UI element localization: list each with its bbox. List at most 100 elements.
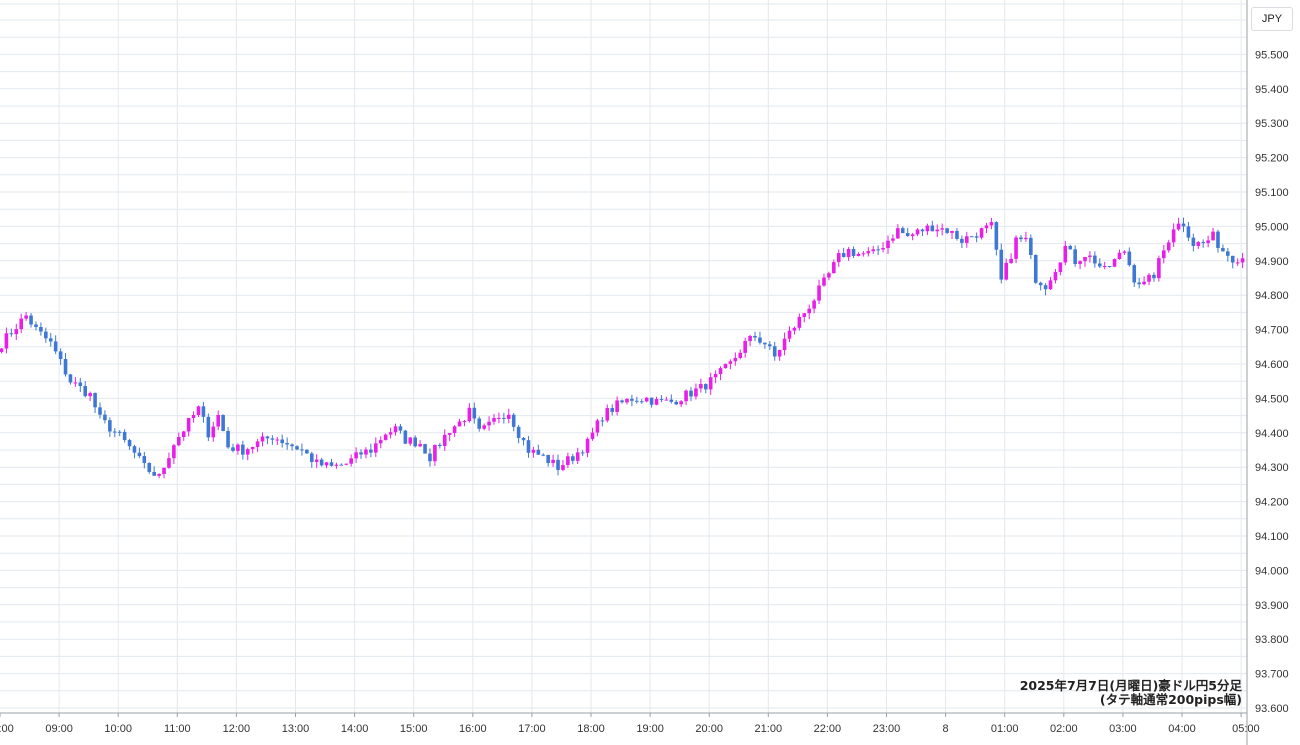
candle-body (556, 459, 560, 470)
price-tick-label: 94.800 (1255, 290, 1289, 302)
candle-body (457, 421, 462, 427)
time-tick-label: 8 (943, 723, 949, 735)
candle-body (122, 431, 127, 441)
candle-body (506, 414, 511, 419)
price-tick-label: 93.700 (1255, 669, 1289, 681)
candle-body (950, 230, 954, 233)
candle-body (615, 400, 619, 412)
candle-body (319, 459, 324, 466)
candle-body (1181, 223, 1186, 227)
candle-body (73, 382, 78, 384)
candle-body (137, 452, 142, 457)
candle-body (206, 416, 211, 438)
caption-line-1: 2025年7月7日(月曜日)豪ドル円5分足 (1019, 678, 1242, 693)
price-tick-label: 94.600 (1255, 359, 1289, 371)
time-tick-label: 11:00 (164, 723, 191, 735)
time-tick-label: 19:00 (636, 723, 664, 735)
candle-body (1226, 251, 1230, 256)
price-tick-label: 95.200 (1255, 153, 1289, 165)
candle-body (270, 438, 275, 440)
candle-body (1029, 237, 1033, 255)
price-axis[interactable]: 93.600 93.700 93.800 93.900 94.000 94.100 94.2… (1255, 15, 1289, 715)
time-tick-label: 20:00 (695, 723, 723, 735)
currency-badge[interactable]: JPY (1251, 7, 1293, 31)
price-tick-label: 95.100 (1255, 187, 1289, 199)
candle-body (620, 400, 624, 403)
candle-body (477, 418, 482, 429)
candle-body (571, 456, 575, 461)
candle-body (1191, 237, 1196, 246)
time-tick-label: 18:00 (577, 723, 605, 735)
candle-body (211, 426, 216, 438)
candle-body (1043, 285, 1048, 290)
candle-body (467, 407, 472, 422)
candle-body (24, 315, 28, 319)
candle-body (965, 236, 969, 243)
candle-body (482, 425, 486, 429)
candle-body (196, 406, 201, 416)
candle-body (526, 440, 531, 453)
candle-body (728, 361, 733, 364)
candle-body (1132, 265, 1137, 283)
candle-body (502, 417, 506, 419)
candle-body (955, 230, 959, 239)
candle-body (88, 393, 92, 397)
candle-body (832, 262, 836, 274)
candle-body (659, 399, 664, 401)
candle-body (644, 397, 649, 402)
candle-body (1112, 259, 1117, 267)
candle-body (14, 329, 19, 335)
candle-body (679, 401, 683, 405)
time-tick-label: 21:00 (755, 723, 783, 735)
candle-body (423, 444, 427, 454)
candle-body (216, 414, 220, 427)
candle-body (1211, 231, 1215, 241)
candle-body (1053, 271, 1058, 281)
candle-body (516, 426, 521, 438)
candle-body (817, 285, 821, 301)
candle-body (654, 399, 659, 405)
candle-body (4, 333, 9, 349)
candle-body (733, 357, 738, 362)
candle-body (1083, 256, 1087, 262)
candle-body (1221, 247, 1225, 252)
candle-body (492, 418, 496, 422)
candle-body (369, 449, 373, 453)
price-tick-label: 94.200 (1255, 497, 1289, 509)
time-tick-label: 23:00 (873, 723, 901, 735)
candle-body (536, 449, 541, 455)
candle-body (1107, 266, 1112, 268)
candle-body (324, 462, 329, 466)
candle-body (1058, 262, 1063, 272)
candle-body (221, 414, 225, 431)
candle-body (132, 446, 137, 453)
candle-body (497, 417, 501, 419)
time-tick-label: 14:00 (341, 723, 369, 735)
candle-body (787, 330, 792, 339)
candle-body (403, 430, 408, 444)
candle-body (541, 454, 546, 456)
candle-body (44, 331, 48, 339)
candle-body (191, 415, 196, 418)
candle-body (442, 434, 447, 447)
candle-body (639, 401, 644, 403)
candle-body (851, 248, 856, 256)
candle-body (447, 433, 452, 435)
candle-body (344, 463, 349, 465)
candle-body (48, 338, 53, 342)
candle-body (280, 439, 285, 444)
candle-body (98, 407, 102, 415)
candle-body (610, 408, 614, 412)
candle-body (393, 426, 398, 433)
candle-body (167, 458, 171, 468)
candle-body (334, 464, 339, 466)
candle-body (674, 401, 679, 405)
candle-body (595, 420, 600, 433)
candle-body (866, 251, 871, 254)
candle-body (245, 449, 250, 455)
price-tick-label: 94.300 (1255, 462, 1289, 474)
candle-body (896, 228, 900, 239)
time-axis[interactable]: 08:00 09:00 10:00 11:00 12:00 13:00 14:00 15:00… (0, 713, 1260, 735)
candle-body (58, 351, 63, 360)
